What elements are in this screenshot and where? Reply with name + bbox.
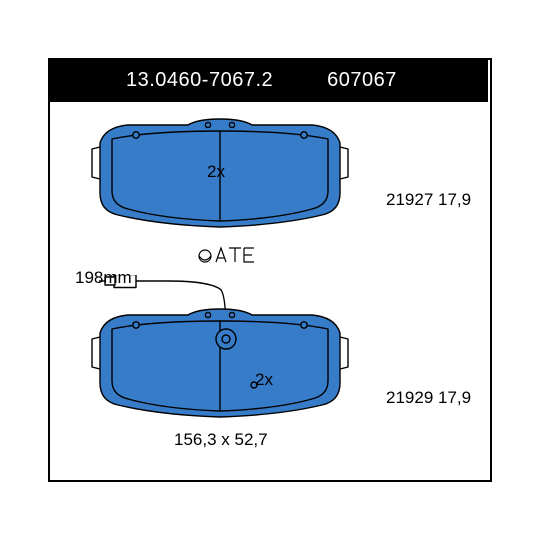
qty-label-upper: 2x xyxy=(207,162,225,182)
brake-pad-lower xyxy=(90,275,350,425)
wire-length: 198mm xyxy=(75,268,132,288)
ref-upper: 21927 17,9 xyxy=(386,190,471,210)
qty-label-lower: 2x xyxy=(255,370,273,390)
part-number: 13.0460-7067.2 xyxy=(126,69,273,92)
ate-logo xyxy=(196,240,256,270)
part-code: 607067 xyxy=(327,69,397,92)
header-bar: 13.0460-7067.2 607067 xyxy=(48,58,488,102)
dimensions: 156,3 x 52,7 xyxy=(174,430,268,450)
ref-lower: 21929 17,9 xyxy=(386,388,471,408)
